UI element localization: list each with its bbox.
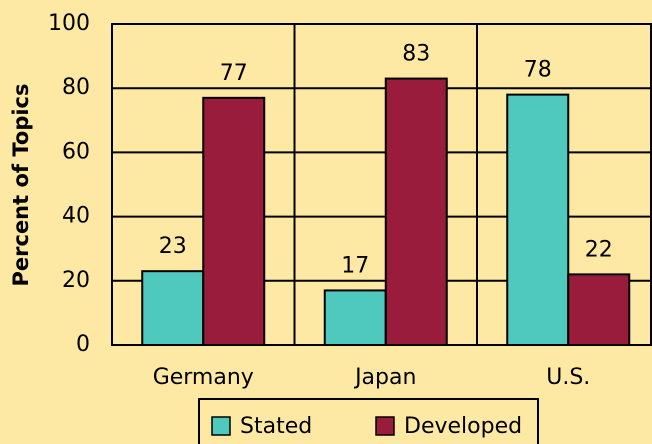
bar bbox=[384, 77, 448, 346]
y-tick-label: 80 bbox=[62, 75, 90, 100]
value-label: 23 bbox=[159, 234, 187, 259]
y-axis-label: Percent of Topics bbox=[9, 84, 33, 287]
bar bbox=[141, 270, 205, 347]
value-label: 17 bbox=[341, 253, 369, 278]
bar bbox=[202, 96, 266, 346]
value-label: 77 bbox=[220, 61, 248, 86]
x-tick-label: Germany bbox=[153, 365, 254, 390]
bar bbox=[323, 289, 387, 346]
legend-swatch bbox=[211, 416, 231, 436]
y-tick-label: 40 bbox=[62, 204, 90, 229]
y-tick-label: 60 bbox=[62, 139, 90, 164]
value-label: 78 bbox=[524, 58, 552, 83]
y-tick-label: 0 bbox=[76, 332, 90, 357]
legend-label: Developed bbox=[404, 414, 522, 439]
bar bbox=[506, 93, 570, 347]
y-tick-label: 100 bbox=[48, 11, 90, 36]
bar bbox=[567, 273, 631, 347]
value-label: 22 bbox=[585, 237, 613, 262]
legend-box bbox=[198, 398, 539, 444]
plot-frame bbox=[111, 23, 652, 346]
legend-label: Stated bbox=[240, 414, 312, 439]
x-tick-label: U.S. bbox=[546, 365, 590, 390]
y-tick-label: 20 bbox=[62, 268, 90, 293]
legend-swatch bbox=[375, 416, 395, 436]
value-label: 83 bbox=[402, 42, 430, 67]
x-tick-label: Japan bbox=[353, 365, 416, 390]
